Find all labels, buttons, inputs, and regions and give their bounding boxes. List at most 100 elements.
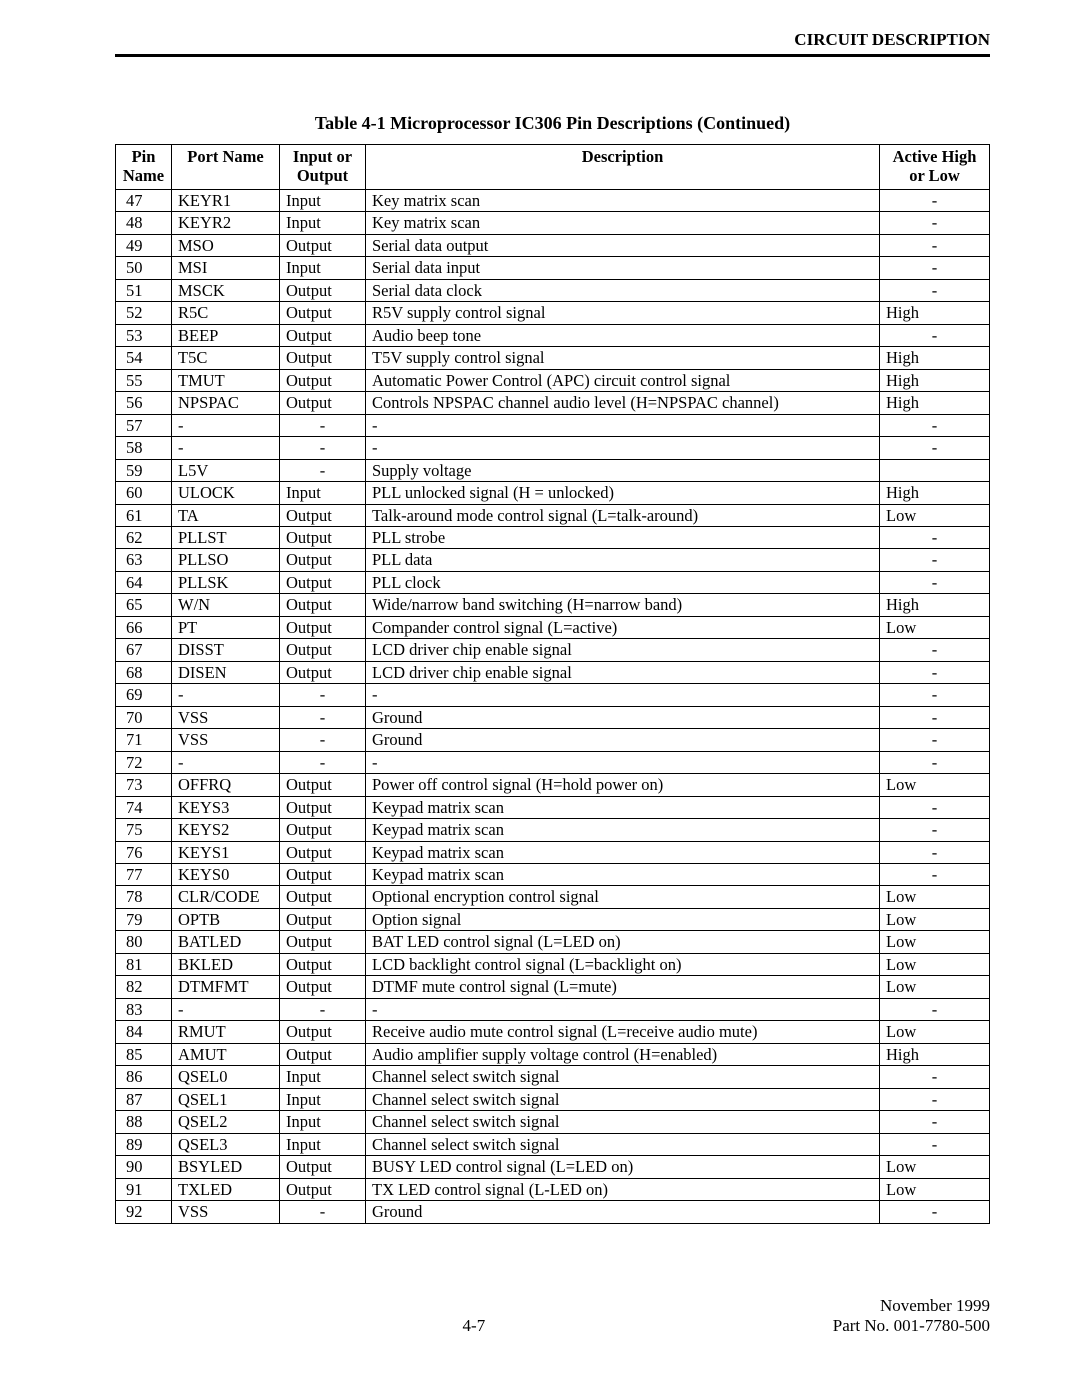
table-row: 51MSCKOutputSerial data clock- bbox=[116, 279, 990, 301]
cell-io: - bbox=[280, 437, 366, 459]
table-row: 54T5COutputT5V supply control signalHigh bbox=[116, 347, 990, 369]
table-row: 65W/NOutputWide/narrow band switching (H… bbox=[116, 594, 990, 616]
cell-pin: 59 bbox=[116, 459, 172, 481]
table-row: 79OPTBOutputOption signalLow bbox=[116, 908, 990, 930]
cell-port: - bbox=[172, 684, 280, 706]
cell-port: QSEL1 bbox=[172, 1088, 280, 1110]
cell-pin: 54 bbox=[116, 347, 172, 369]
cell-pin: 87 bbox=[116, 1088, 172, 1110]
cell-port: QSEL3 bbox=[172, 1133, 280, 1155]
col-header-io: Input or Output bbox=[280, 145, 366, 190]
cell-pin: 63 bbox=[116, 549, 172, 571]
cell-description: T5V supply control signal bbox=[366, 347, 880, 369]
cell-io: Input bbox=[280, 1088, 366, 1110]
cell-port: VSS bbox=[172, 1201, 280, 1223]
cell-io: Output bbox=[280, 841, 366, 863]
cell-description: Receive audio mute control signal (L=rec… bbox=[366, 1021, 880, 1043]
cell-port: MSCK bbox=[172, 279, 280, 301]
cell-active: High bbox=[880, 392, 990, 414]
cell-port: PT bbox=[172, 616, 280, 638]
cell-description: PLL clock bbox=[366, 571, 880, 593]
cell-port: OFFRQ bbox=[172, 774, 280, 796]
cell-io: Output bbox=[280, 819, 366, 841]
cell-description: LCD driver chip enable signal bbox=[366, 661, 880, 683]
pin-description-table: Pin Name Port Name Input or Output Descr… bbox=[115, 144, 990, 1224]
cell-port: DISEN bbox=[172, 661, 280, 683]
cell-io: Output bbox=[280, 324, 366, 346]
table-row: 85AMUTOutputAudio amplifier supply volta… bbox=[116, 1043, 990, 1065]
table-header-row: Pin Name Port Name Input or Output Descr… bbox=[116, 145, 990, 190]
cell-description: Controls NPSPAC channel audio level (H=N… bbox=[366, 392, 880, 414]
cell-description: - bbox=[366, 437, 880, 459]
col-header-active: Active High or Low bbox=[880, 145, 990, 190]
cell-active: Low bbox=[880, 908, 990, 930]
cell-description: - bbox=[366, 414, 880, 436]
cell-io: Input bbox=[280, 189, 366, 211]
cell-active: Low bbox=[880, 1156, 990, 1178]
cell-pin: 86 bbox=[116, 1066, 172, 1088]
cell-io: - bbox=[280, 729, 366, 751]
table-row: 60ULOCKInputPLL unlocked signal (H = unl… bbox=[116, 482, 990, 504]
cell-io: Output bbox=[280, 864, 366, 886]
cell-port: MSO bbox=[172, 234, 280, 256]
cell-io: Output bbox=[280, 347, 366, 369]
cell-io: Output bbox=[280, 931, 366, 953]
cell-io: Output bbox=[280, 1021, 366, 1043]
cell-description: Serial data input bbox=[366, 257, 880, 279]
table-row: 73OFFRQOutputPower off control signal (H… bbox=[116, 774, 990, 796]
cell-io: Output bbox=[280, 392, 366, 414]
cell-active: Low bbox=[880, 1178, 990, 1200]
cell-active: High bbox=[880, 369, 990, 391]
cell-description: Serial data clock bbox=[366, 279, 880, 301]
table-row: 48KEYR2InputKey matrix scan- bbox=[116, 212, 990, 234]
cell-io: Output bbox=[280, 774, 366, 796]
table-row: 68DISENOutputLCD driver chip enable sign… bbox=[116, 661, 990, 683]
cell-io: Output bbox=[280, 796, 366, 818]
cell-description: LCD backlight control signal (L=backligh… bbox=[366, 953, 880, 975]
cell-pin: 79 bbox=[116, 908, 172, 930]
cell-port: KEYS3 bbox=[172, 796, 280, 818]
header-rule bbox=[115, 54, 990, 57]
cell-io: Input bbox=[280, 1111, 366, 1133]
table-row: 92VSS-Ground- bbox=[116, 1201, 990, 1223]
cell-port: QSEL2 bbox=[172, 1111, 280, 1133]
cell-description: Wide/narrow band switching (H=narrow ban… bbox=[366, 594, 880, 616]
cell-io: Output bbox=[280, 1156, 366, 1178]
cell-port: PLLSK bbox=[172, 571, 280, 593]
cell-active: High bbox=[880, 347, 990, 369]
cell-pin: 66 bbox=[116, 616, 172, 638]
table-row: 91TXLEDOutputTX LED control signal (L-LE… bbox=[116, 1178, 990, 1200]
cell-description: Talk-around mode control signal (L=talk-… bbox=[366, 504, 880, 526]
cell-io: Output bbox=[280, 571, 366, 593]
cell-description: Ground bbox=[366, 1201, 880, 1223]
cell-port: R5C bbox=[172, 302, 280, 324]
cell-pin: 68 bbox=[116, 661, 172, 683]
cell-io: Output bbox=[280, 976, 366, 998]
cell-port: KEYS2 bbox=[172, 819, 280, 841]
table-row: 77KEYS0OutputKeypad matrix scan- bbox=[116, 864, 990, 886]
cell-pin: 85 bbox=[116, 1043, 172, 1065]
cell-description: Audio amplifier supply voltage control (… bbox=[366, 1043, 880, 1065]
table-row: 80BATLEDOutputBAT LED control signal (L=… bbox=[116, 931, 990, 953]
cell-active: - bbox=[880, 998, 990, 1020]
cell-active: Low bbox=[880, 774, 990, 796]
cell-io: Output bbox=[280, 908, 366, 930]
table-row: 87QSEL1InputChannel select switch signal… bbox=[116, 1088, 990, 1110]
cell-description: Power off control signal (H=hold power o… bbox=[366, 774, 880, 796]
cell-active: - bbox=[880, 639, 990, 661]
table-row: 67DISSTOutputLCD driver chip enable sign… bbox=[116, 639, 990, 661]
cell-port: TXLED bbox=[172, 1178, 280, 1200]
table-row: 82DTMFMTOutputDTMF mute control signal (… bbox=[116, 976, 990, 998]
cell-port: W/N bbox=[172, 594, 280, 616]
cell-active: - bbox=[880, 549, 990, 571]
cell-pin: 52 bbox=[116, 302, 172, 324]
cell-pin: 91 bbox=[116, 1178, 172, 1200]
cell-description: - bbox=[366, 684, 880, 706]
cell-active: - bbox=[880, 1088, 990, 1110]
cell-active: - bbox=[880, 1066, 990, 1088]
cell-io: Output bbox=[280, 369, 366, 391]
table-row: 62PLLSTOutputPLL strobe- bbox=[116, 526, 990, 548]
cell-description: Audio beep tone bbox=[366, 324, 880, 346]
cell-pin: 77 bbox=[116, 864, 172, 886]
cell-port: KEYR1 bbox=[172, 189, 280, 211]
